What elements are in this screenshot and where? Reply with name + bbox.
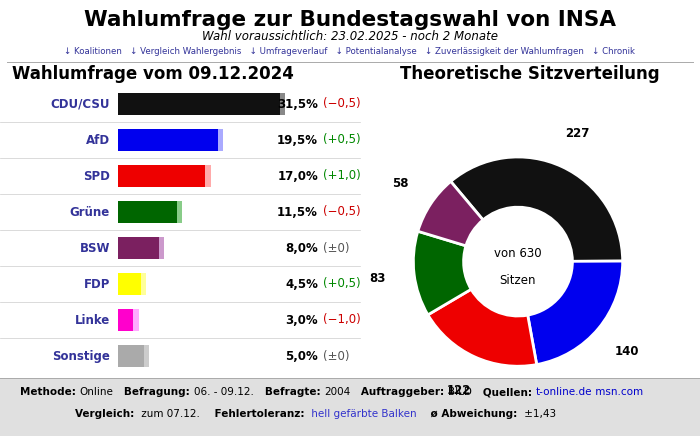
Text: Linke: Linke <box>75 313 110 327</box>
Text: (+1,0): (+1,0) <box>323 170 360 183</box>
Text: 83: 83 <box>370 272 386 285</box>
Bar <box>0 378 700 436</box>
Bar <box>118 273 141 295</box>
Text: 5,0%: 5,0% <box>286 350 318 362</box>
Bar <box>141 273 146 295</box>
Text: SPD: SPD <box>83 170 110 183</box>
Text: 8,0%: 8,0% <box>286 242 318 255</box>
Text: Wahlumfrage vom 09.12.2024: Wahlumfrage vom 09.12.2024 <box>12 65 294 83</box>
Text: Grüne: Grüne <box>70 205 110 218</box>
Wedge shape <box>451 157 622 261</box>
Bar <box>159 237 164 259</box>
Text: 2004: 2004 <box>324 387 350 397</box>
Text: Online: Online <box>80 387 113 397</box>
Wedge shape <box>414 231 471 315</box>
Text: Sonstige: Sonstige <box>52 350 110 362</box>
Text: (−0,5): (−0,5) <box>323 205 360 218</box>
Text: msn.com: msn.com <box>592 387 643 397</box>
Text: 227: 227 <box>565 127 589 140</box>
Text: ø Abweichung:: ø Abweichung: <box>416 409 522 419</box>
Text: Methode:: Methode: <box>20 387 80 397</box>
Text: zum 07.12.: zum 07.12. <box>138 409 200 419</box>
Bar <box>177 201 182 223</box>
Text: Vergleich:: Vergleich: <box>75 409 138 419</box>
Text: CDU/CSU: CDU/CSU <box>50 98 110 110</box>
Text: BSW: BSW <box>80 242 110 255</box>
Bar <box>118 345 144 367</box>
Text: (−0,5): (−0,5) <box>323 98 360 110</box>
Text: 4,5%: 4,5% <box>285 277 318 290</box>
Text: 06. - 09.12.: 06. - 09.12. <box>194 387 253 397</box>
Text: ±1,43: ±1,43 <box>522 409 556 419</box>
Text: 19,5%: 19,5% <box>277 133 318 146</box>
Text: von 630: von 630 <box>494 247 542 260</box>
Text: (±0): (±0) <box>323 350 349 362</box>
Text: AfD: AfD <box>86 133 110 146</box>
Bar <box>118 93 280 115</box>
Text: (+0,5): (+0,5) <box>323 277 360 290</box>
Text: Fehlertoleranz:: Fehlertoleranz: <box>199 409 308 419</box>
Text: Wahl voraussichtlich: 23.02.2025 - noch 2 Monate: Wahl voraussichtlich: 23.02.2025 - noch … <box>202 31 498 44</box>
Text: Sitzen: Sitzen <box>500 274 536 287</box>
Bar <box>118 129 218 151</box>
Text: BILD: BILD <box>448 387 472 397</box>
Text: (−1,0): (−1,0) <box>323 313 360 327</box>
Wedge shape <box>428 289 537 366</box>
Bar <box>118 165 205 187</box>
Text: Auftraggeber:: Auftraggeber: <box>350 387 448 397</box>
Wedge shape <box>528 261 622 364</box>
Text: Befragung:: Befragung: <box>113 387 194 397</box>
Text: 58: 58 <box>392 177 408 190</box>
Text: 17,0%: 17,0% <box>277 170 318 183</box>
Text: t-online.de: t-online.de <box>536 387 592 397</box>
Bar <box>134 309 139 331</box>
Text: 11,5%: 11,5% <box>277 205 318 218</box>
Text: FDP: FDP <box>83 277 110 290</box>
Bar <box>118 309 134 331</box>
Wedge shape <box>418 181 483 246</box>
Text: hell gefärbte Balken: hell gefärbte Balken <box>308 409 416 419</box>
Text: Befragte:: Befragte: <box>253 387 324 397</box>
Text: 3,0%: 3,0% <box>286 313 318 327</box>
Text: ↓ Koalitionen   ↓ Vergleich Wahlergebnis   ↓ Umfrageverlauf   ↓ Potentialanalyse: ↓ Koalitionen ↓ Vergleich Wahlergebnis ↓… <box>64 48 636 57</box>
Text: (±0): (±0) <box>323 242 349 255</box>
Bar <box>118 201 177 223</box>
Bar <box>144 345 149 367</box>
Text: Theoretische Sitzverteilung: Theoretische Sitzverteilung <box>400 65 660 83</box>
Bar <box>280 93 285 115</box>
Bar <box>205 165 211 187</box>
Text: Quellen:: Quellen: <box>472 387 536 397</box>
Bar <box>218 129 223 151</box>
Text: (+0,5): (+0,5) <box>323 133 360 146</box>
Bar <box>118 237 159 259</box>
Text: 122: 122 <box>447 384 471 397</box>
Text: Wahlumfrage zur Bundestagswahl von INSA: Wahlumfrage zur Bundestagswahl von INSA <box>84 10 616 30</box>
Text: 140: 140 <box>615 345 639 358</box>
Text: 31,5%: 31,5% <box>277 98 318 110</box>
